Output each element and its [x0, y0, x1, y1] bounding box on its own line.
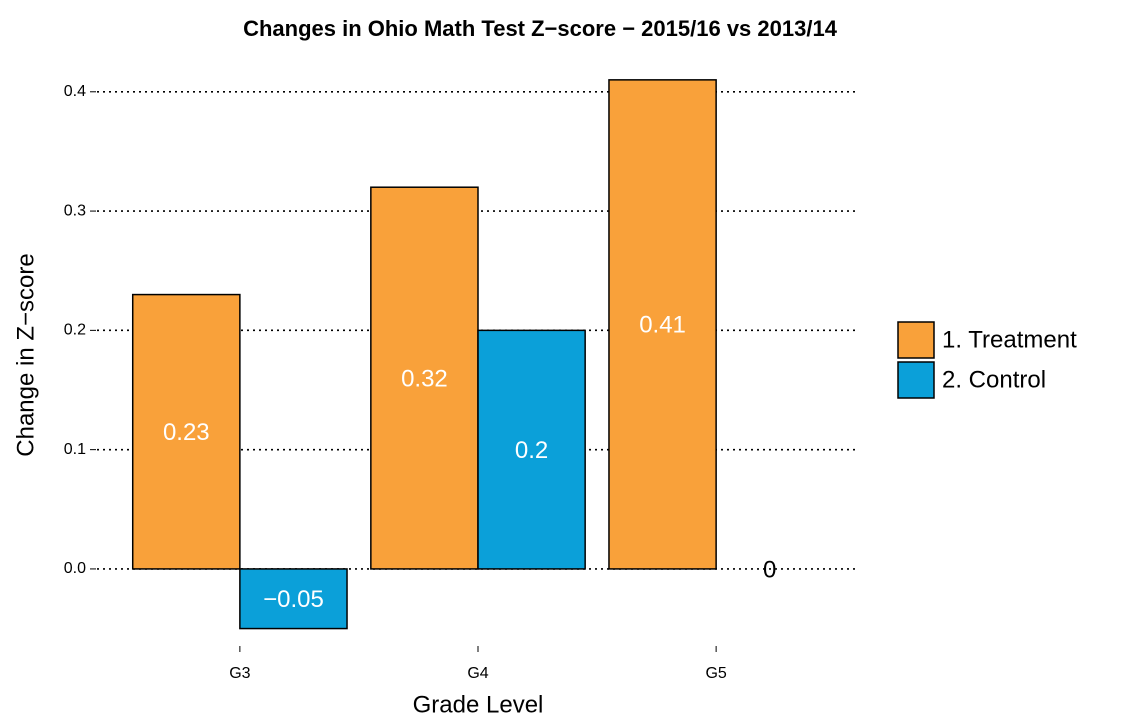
- value-label: 0.32: [401, 365, 448, 392]
- bar: [477, 329, 586, 570]
- y-tick-label: 0.1: [64, 441, 86, 458]
- bar: [608, 79, 717, 570]
- legend-label: 1. Treatment: [942, 326, 1077, 353]
- value-label: −0.05: [263, 586, 324, 613]
- value-label: 0.23: [163, 419, 210, 446]
- chart-title: Changes in Ohio Math Test Z−score − 2015…: [243, 16, 838, 41]
- value-label: 0.2: [515, 437, 548, 464]
- x-tick-label: G4: [467, 665, 488, 682]
- y-tick-label: 0.3: [64, 202, 86, 219]
- x-tick-label: G5: [705, 665, 726, 682]
- legend-swatch: [897, 321, 935, 359]
- x-tick-label: G3: [229, 665, 250, 682]
- y-axis-title: Change in Z−score: [12, 253, 39, 456]
- legend-swatch: [897, 361, 935, 399]
- bar: [239, 568, 348, 630]
- y-tick-label: 0.4: [64, 83, 86, 100]
- y-tick-label: 0.0: [64, 560, 86, 577]
- legend-label: 2. Control: [942, 366, 1046, 393]
- value-label: 0.41: [639, 312, 686, 339]
- bar: [131, 293, 241, 570]
- y-tick-label: 0.2: [64, 322, 86, 339]
- value-label: 0: [763, 556, 776, 583]
- x-axis-title: Grade Level: [413, 691, 544, 718]
